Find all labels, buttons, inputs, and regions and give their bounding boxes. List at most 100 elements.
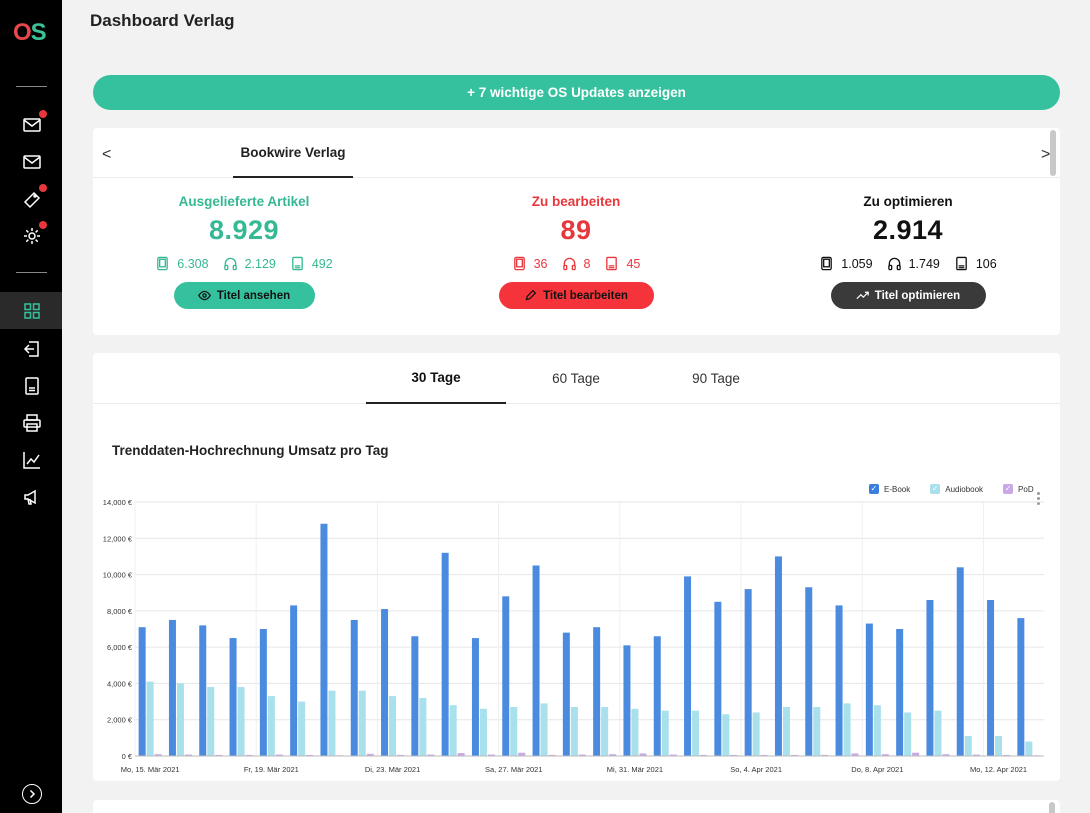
bar-audiobook <box>843 703 851 756</box>
bar-audiobook <box>601 707 609 756</box>
bar-pod <box>184 754 192 756</box>
checkbox-icon: ✓ <box>869 484 879 494</box>
revenue-chart: 0 € 2,000 € 4,000 € 6,000 € 8,000 € 10,000 € 1… <box>103 498 1044 774</box>
bar-audiobook <box>661 710 669 756</box>
pod-count: 106 <box>975 256 997 271</box>
bar-audiobook <box>904 712 912 756</box>
bar-pod <box>457 753 465 756</box>
chart-card: 30 Tage 60 Tage 90 Tage Trenddaten-Hochr… <box>93 353 1060 781</box>
bar-audiobook <box>873 705 881 756</box>
eye-icon <box>197 290 211 301</box>
y-tick-label: 14,000 € <box>103 498 133 507</box>
y-tick-label: 8,000 € <box>107 607 133 616</box>
pencil-icon <box>525 289 537 301</box>
edit-titles-button[interactable]: Titel bearbeiten <box>498 282 654 309</box>
bar-ebook <box>320 523 328 756</box>
publisher-tabs: < Bookwire Verlag > <box>93 128 1060 178</box>
bar-audiobook <box>540 703 548 756</box>
chevron-right-icon <box>29 789 36 799</box>
bar-audiobook <box>934 710 942 756</box>
bar-ebook <box>1017 618 1025 756</box>
audio-count: 8 <box>583 256 591 271</box>
os-logo[interactable]: OS <box>13 19 47 46</box>
tab-60-days[interactable]: 60 Tage <box>552 371 600 386</box>
bar-audiobook <box>176 683 184 756</box>
next-arrow-button[interactable]: > <box>1041 146 1051 163</box>
x-tick-label: Mo, 12. Apr 2021 <box>970 765 1027 774</box>
import-icon[interactable] <box>21 338 43 360</box>
tab-30-days[interactable]: 30 Tage <box>366 353 506 404</box>
x-tick-label: Sa, 27. Mär 2021 <box>485 765 543 774</box>
legend-item-ebook[interactable]: ✓ E-Book <box>869 484 911 494</box>
next-card <box>93 800 1060 813</box>
bar-ebook <box>744 589 752 756</box>
bar-pod <box>790 754 798 756</box>
y-tick-label: 10,000 € <box>103 571 133 580</box>
bar-ebook <box>532 565 540 756</box>
optimize-titles-button[interactable]: Titel optimieren <box>830 282 986 309</box>
print-icon[interactable] <box>21 412 43 434</box>
x-tick-label: Mi, 31. Mär 2021 <box>607 765 663 774</box>
ebook-count: 6.308 <box>177 256 209 271</box>
bar-audiobook <box>389 696 397 756</box>
page-scrollbar[interactable] <box>1049 802 1055 813</box>
ebook-icon <box>513 256 525 271</box>
bar-pod <box>275 754 283 756</box>
bar-audiobook <box>358 690 366 756</box>
bar-ebook <box>168 619 176 756</box>
pod-count: 492 <box>311 256 333 271</box>
y-tick-label: 0 € <box>122 752 133 761</box>
stat-title: Ausgelieferte Artikel <box>178 194 310 209</box>
bar-pod <box>972 754 980 756</box>
chart-legend: ✓ E-Book ✓ Audiobook ✓ PoD <box>869 484 1034 494</box>
bar-ebook <box>381 609 389 756</box>
bar-pod <box>700 754 708 756</box>
bar-audiobook <box>479 708 487 756</box>
settings-icon[interactable] <box>21 221 47 247</box>
stat-delivered: Ausgelieferte Artikel 8.929 6.308 2.129 … <box>114 194 374 309</box>
bar-audiobook <box>419 697 427 756</box>
bar-pod <box>487 754 495 756</box>
bar-audiobook <box>298 701 306 756</box>
ebook-count: 1.059 <box>841 256 873 271</box>
bar-pod <box>245 754 253 756</box>
pod-count: 45 <box>626 256 641 271</box>
chart-menu-icon[interactable] <box>1035 492 1041 508</box>
stat-title: Zu bearbeiten <box>531 194 621 209</box>
os-updates-button[interactable]: + 7 wichtige OS Updates anzeigen <box>93 75 1060 110</box>
mail-icon[interactable] <box>21 151 43 173</box>
notification-badge <box>39 110 47 118</box>
publisher-scrollbar[interactable] <box>1050 130 1056 176</box>
ticket-icon[interactable] <box>21 184 47 210</box>
bar-pod <box>821 754 829 756</box>
checkbox-icon: ✓ <box>1003 484 1014 494</box>
dashboard-grid-icon[interactable] <box>21 300 43 322</box>
bar-audiobook <box>449 705 457 756</box>
prev-arrow-button[interactable]: < <box>102 146 112 163</box>
bar-ebook <box>229 638 237 756</box>
bar-audiobook <box>782 707 790 756</box>
headphones-icon <box>887 257 901 271</box>
y-tick-label: 4,000 € <box>107 679 133 688</box>
legend-item-audiobook[interactable]: ✓ Audiobook <box>930 484 984 494</box>
bar-ebook <box>684 576 692 756</box>
print-book-icon <box>606 256 618 271</box>
bar-ebook <box>865 623 873 756</box>
view-titles-button[interactable]: Titel ansehen <box>173 282 315 309</box>
notification-badge <box>39 184 47 192</box>
mail-notification-icon[interactable] <box>21 110 47 136</box>
tab-90-days[interactable]: 90 Tage <box>692 371 740 386</box>
bar-audiobook <box>267 696 275 756</box>
bar-audiobook <box>752 712 760 756</box>
stat-value: 89 <box>560 215 592 245</box>
stat-to-optimize: Zu optimieren 2.914 1.059 1.749 106 Tite… <box>778 194 1038 309</box>
bar-pod <box>306 754 314 756</box>
expand-sidebar-button[interactable] <box>22 784 42 804</box>
legend-item-pod[interactable]: ✓ PoD <box>1003 484 1034 494</box>
chart-icon[interactable] <box>21 449 43 471</box>
book-icon[interactable] <box>21 375 43 397</box>
bar-audiobook <box>631 708 639 756</box>
megaphone-icon[interactable] <box>21 486 43 508</box>
checkbox-icon: ✓ <box>930 484 941 494</box>
tab-bookwire-verlag[interactable]: Bookwire Verlag <box>233 128 353 178</box>
